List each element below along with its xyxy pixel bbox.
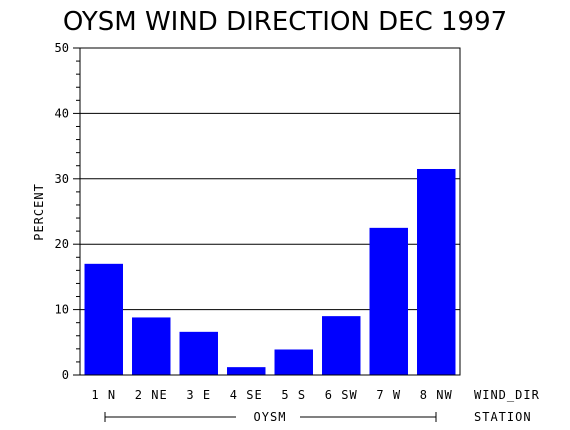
x-tick-label: 6 SW: [325, 388, 358, 402]
bar: [227, 367, 266, 375]
x-tick-label: 1 N: [91, 388, 116, 402]
x-tick-label: 4 SE: [230, 388, 263, 402]
chart-title: OYSM WIND DIRECTION DEC 1997: [63, 7, 507, 37]
bar: [369, 227, 408, 375]
x-axis-ticks: 1 N 2 NE 3 E 4 SE 5 S 6 SW 7 W 8 NW: [91, 388, 453, 402]
x-tick-label: 8 NW: [420, 388, 453, 402]
bar: [417, 168, 456, 375]
y-tick-label: 20: [55, 237, 69, 251]
x-tick-label: 7 W: [376, 388, 401, 402]
x-axis-label: WIND_DIR: [474, 388, 540, 402]
x-tick-label: 5 S: [281, 388, 306, 402]
y-tick-label: 10: [55, 303, 69, 317]
y-tick-label: 30: [55, 172, 69, 186]
bar: [274, 349, 313, 375]
y-tick-label: 40: [55, 106, 69, 120]
y-tick-label: 50: [55, 41, 69, 55]
y-axis-label: PERCENT: [32, 183, 46, 241]
x-tick-label: 2 NE: [135, 388, 168, 402]
bar: [84, 263, 123, 375]
bar: [179, 331, 218, 375]
y-tick-label: 0: [62, 368, 69, 382]
y-axis-ticks: 0 10 20 30 40 50: [55, 41, 80, 382]
bar: [322, 316, 361, 375]
x-tick-label: 3 E: [186, 388, 211, 402]
bar: [132, 317, 171, 375]
group-name: OYSM: [254, 410, 287, 424]
plot-frame: [79, 47, 461, 376]
group-label: STATION: [474, 410, 532, 424]
bars: [84, 168, 456, 375]
